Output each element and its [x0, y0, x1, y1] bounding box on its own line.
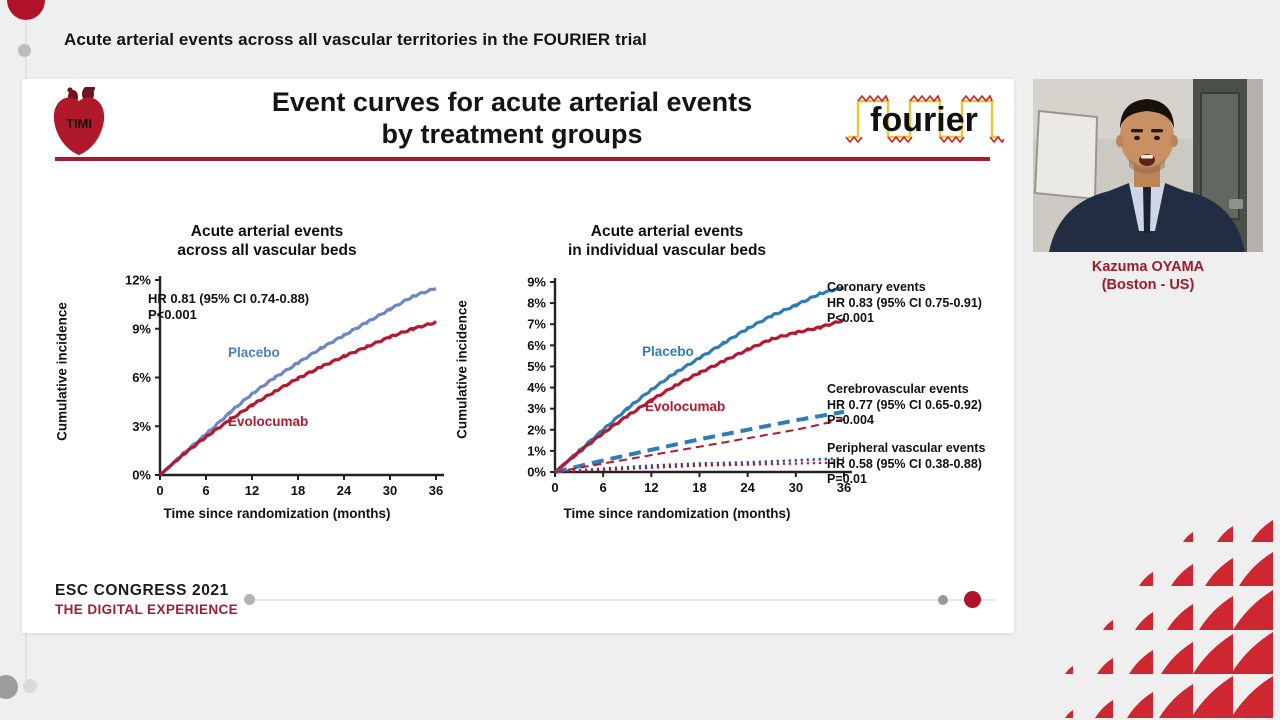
slide-card: TIMI Event curves for acute arterial eve…	[22, 79, 1014, 633]
svg-text:8%: 8%	[527, 296, 546, 311]
svg-text:18: 18	[291, 483, 305, 498]
speaker-video[interactable]	[1033, 79, 1263, 252]
svg-text:3%: 3%	[132, 419, 151, 434]
left-chart-hr-annotation: HR 0.81 (95% CI 0.74-0.88) P<0.001	[148, 291, 310, 322]
progress-mid-dot[interactable]	[938, 595, 948, 605]
svg-text:0: 0	[156, 483, 163, 498]
left-placebo-label: Placebo	[228, 345, 280, 360]
speaker-location: (Boston - US)	[1101, 277, 1195, 293]
speaker-illustration	[1033, 79, 1263, 252]
coronary-annotation: Coronary events HR 0.83 (95% CI 0.75-0.9…	[827, 280, 982, 325]
svg-text:1%: 1%	[527, 443, 546, 458]
svg-text:3%: 3%	[527, 401, 546, 416]
svg-text:36: 36	[837, 480, 851, 495]
esc-fan-pattern	[1065, 520, 1273, 718]
svg-text:0: 0	[551, 480, 558, 495]
left-chart-xlabel: Time since randomization (months)	[163, 506, 391, 521]
red-circle-decoration	[7, 0, 45, 20]
speaker-hair	[1120, 99, 1174, 129]
svg-text:36: 36	[429, 483, 443, 498]
svg-text:6: 6	[600, 480, 607, 495]
right-chart-ylabel: Cumulative incidence	[454, 300, 470, 439]
peripheral-annotation: Peripheral vascular events HR 0.58 (95% …	[827, 441, 986, 486]
slide-title: Event curves for acute arterial events b…	[142, 86, 882, 150]
whiteboard	[1033, 109, 1099, 201]
rail-dot	[18, 44, 31, 57]
svg-text:2%: 2%	[527, 422, 546, 437]
speaker-face	[1120, 105, 1174, 169]
slide-title-line2: by treatment groups	[381, 119, 643, 149]
timi-logo: TIMI	[48, 85, 110, 164]
speaker-name: Kazuma OYAMA	[1091, 259, 1205, 275]
svg-text:9%: 9%	[527, 275, 546, 290]
svg-text:12%: 12%	[125, 273, 151, 288]
timi-logo-text: TIMI	[66, 116, 92, 131]
slide-progress-track[interactable]	[250, 599, 995, 601]
svg-text:30: 30	[789, 480, 803, 495]
svg-text:0%: 0%	[527, 465, 546, 480]
svg-text:9%: 9%	[132, 321, 151, 336]
rail-dot	[0, 675, 18, 699]
right-evolocumab-label: Evolocumab	[645, 399, 726, 414]
svg-text:24: 24	[740, 480, 755, 495]
esc-congress-text: ESC CONGRESS 2021	[55, 582, 229, 599]
page-title: Acute arterial events across all vascula…	[64, 30, 647, 49]
svg-text:6%: 6%	[527, 338, 546, 353]
progress-start-dot[interactable]	[244, 594, 255, 605]
esc-tagline-text: THE DIGITAL EXPERIENCE	[55, 602, 239, 617]
svg-text:0%: 0%	[132, 468, 151, 483]
cerebrovascular-annotation: Cerebrovascular events HR 0.77 (95% CI 0…	[827, 382, 982, 427]
right-chart-title: Acute arterial events in individual vasc…	[567, 223, 767, 259]
fourier-logo: fourier	[844, 85, 1005, 154]
rail-dot	[23, 679, 37, 693]
svg-text:12: 12	[644, 480, 658, 495]
esc-congress-logo: ESC CONGRESS 2021 THE DIGITAL EXPERIENCE	[55, 582, 238, 617]
right-chart-xlabel: Time since randomization (months)	[563, 506, 791, 521]
right-chart-canvas: 0% 1% 2% 3% 4% 5% 6% 7% 8% 9% 0 6 12 18 24 30 36	[527, 275, 852, 495]
svg-text:30: 30	[383, 483, 397, 498]
fourier-logo-text: fourier	[870, 101, 978, 139]
right-placebo-label: Placebo	[642, 344, 694, 359]
speaker-caption: Kazuma OYAMA (Boston - US)	[1023, 258, 1273, 294]
svg-text:5%: 5%	[527, 359, 546, 374]
svg-text:4%: 4%	[527, 380, 546, 395]
svg-text:24: 24	[337, 483, 352, 498]
left-chart-ylabel: Cumulative incidence	[54, 302, 70, 441]
title-rule	[55, 157, 990, 161]
svg-text:18: 18	[692, 480, 706, 495]
left-chart-canvas: 0% 3% 6% 9% 12% 0 6 12 18 24 30 36	[125, 273, 444, 498]
svg-text:7%: 7%	[527, 317, 546, 332]
left-chart-title: Acute arterial events across all vascula…	[177, 223, 357, 259]
slide-title-line1: Event curves for acute arterial events	[271, 87, 753, 117]
left-evolocumab-label: Evolocumab	[228, 414, 309, 429]
progress-current-dot[interactable]	[964, 591, 981, 608]
svg-text:6%: 6%	[132, 370, 151, 385]
svg-text:12: 12	[245, 483, 259, 498]
svg-text:6: 6	[202, 483, 209, 498]
